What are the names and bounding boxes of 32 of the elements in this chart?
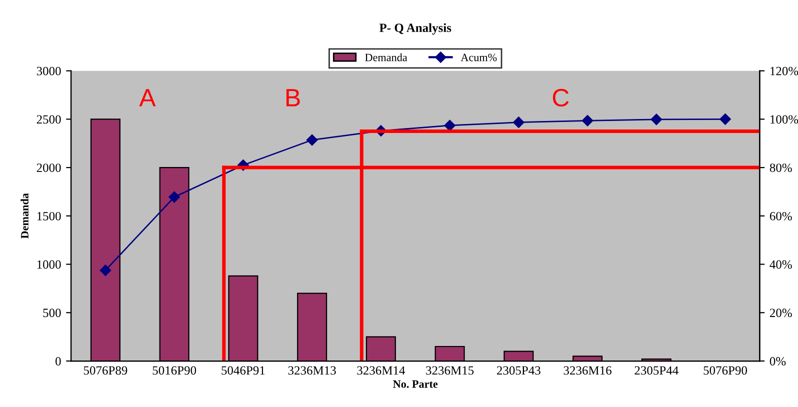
x-tick-label: 5076P89: [84, 366, 128, 375]
y-tick-label: 2000: [36, 164, 61, 172]
y-tick-label: 500: [43, 308, 61, 318]
y-tick-label: 1000: [37, 260, 61, 269]
y-axis-title: Demanda: [20, 193, 28, 239]
x-tick-label: 3236M16: [564, 366, 612, 375]
x-tick-label: 2305P44: [634, 366, 678, 375]
x-tick-label: 3236M13: [288, 366, 336, 375]
annotation: C: [552, 88, 569, 107]
annotation: A: [139, 89, 156, 106]
x-tick-label: 3236M14: [357, 366, 406, 375]
y2-tick-label: 0%: [770, 357, 786, 366]
x-tick-label: 5046P91: [222, 366, 265, 375]
y2-tick-label: 60%: [770, 212, 792, 220]
legend-label: Demanda: [365, 53, 408, 62]
y-tick-label: 1500: [37, 212, 61, 220]
x-tick-label: 2305P43: [496, 366, 540, 375]
y-tick-label: 2500: [36, 115, 61, 124]
x-tick-label: 5016P90: [152, 366, 196, 375]
chart-title: P- Q Analysis: [379, 23, 452, 35]
x-tick-label: 3236M15: [426, 366, 474, 375]
y2-tick-label: 100%: [770, 115, 798, 124]
y2-tick-label: 120%: [770, 66, 798, 76]
y2-tick-label: 80%: [770, 164, 792, 172]
legend-label: Acum%: [460, 54, 497, 62]
y2-tick-label: 40%: [770, 260, 792, 269]
y2-tick-label: 20%: [770, 308, 792, 318]
x-axis-title: No. Parte: [393, 380, 438, 388]
x-tick-label: 5076P90: [704, 366, 748, 375]
y-tick-label: 3000: [36, 66, 61, 76]
annotation: B: [286, 89, 300, 106]
y-tick-label: 0: [56, 357, 61, 366]
